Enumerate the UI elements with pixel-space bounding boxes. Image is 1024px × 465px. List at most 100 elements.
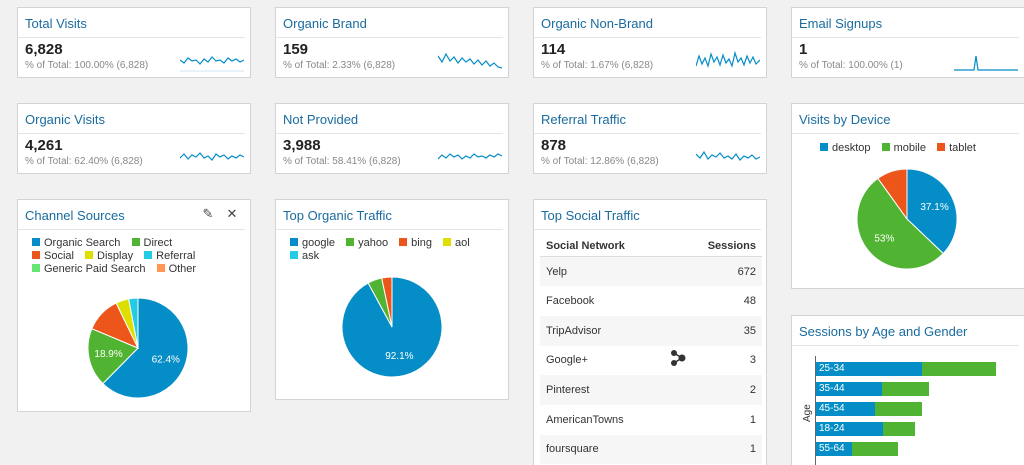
bar-segment-blue[interactable]: 55-64 [816,442,852,456]
bar-segment-green[interactable] [882,382,929,396]
pie-slice-referral[interactable] [128,297,139,349]
widget-title[interactable]: Organic Brand [276,8,503,38]
widget-top-social-traffic: Top Social Traffic Social Network Sessio… [533,199,767,465]
social-network-cell[interactable]: TripAdvisor [540,315,674,346]
widget-title[interactable]: Referral Traffic [534,104,761,134]
bar-row: 45-54 [816,402,922,416]
bar-segment-blue[interactable]: 35-44 [816,382,882,396]
pie-slice-organic-search[interactable] [102,297,189,399]
legend-item[interactable]: yahoo [346,237,388,250]
social-table: Social Network Sessions Yelp 672 Facebook 4… [540,236,762,465]
column-header[interactable]: Sessions [673,236,762,257]
bar-segment-green[interactable] [852,442,898,456]
metric-percent-of-total: % of Total: 1.67% (6,828) [541,60,654,71]
bar-segment-blue[interactable]: 25-34 [816,362,922,376]
widget-title[interactable]: Sessions by Age and Gender [792,316,1019,346]
legend-item[interactable]: aol [443,237,470,250]
column-header[interactable]: Social Network [540,236,674,257]
pie-slice-label: 37.1% [920,202,948,213]
widget-visits-by-device: Visits by Device desktop mobile tablet 3… [791,103,1024,289]
bar-label: 35-44 [819,383,845,394]
bar-segment-green[interactable] [922,362,996,376]
social-network-cell[interactable]: Yelp [540,256,674,287]
social-network-cell[interactable]: Facebook [546,295,595,308]
metric-percent-of-total: % of Total: 2.33% (6,828) [283,60,396,71]
table-header-row: Social Network Sessions [540,236,762,257]
organic-pie-chart: 92.1% [341,276,443,378]
bar-label: 55-64 [819,443,845,454]
widget-not-provided: Not Provided 3,988 % of Total: 58.41% (6… [275,103,509,174]
table-row[interactable]: Pinterest 2 [540,375,762,405]
social-network-cell[interactable]: AmericanTowns [546,413,624,426]
widget-title[interactable]: Organic Visits [18,104,245,134]
widget-organic-brand: Organic Brand 159 % of Total: 2.33% (6,8… [275,7,509,78]
pie-slice-mobile[interactable] [856,177,944,270]
widget-email-signups: Email Signups 1 % of Total: 100.00% (1) [791,7,1024,78]
table-row[interactable]: TripAdvisor 35 [540,315,762,346]
metric-percent-of-total: % of Total: 58.41% (6,828) [283,156,401,167]
social-network-cell[interactable]: Pinterest [540,375,674,405]
pie-slice-desktop[interactable] [906,168,958,255]
widget-title[interactable]: Top Organic Traffic [276,200,503,230]
bar-row: 25-34 [816,362,996,376]
legend-item[interactable]: bing [399,237,432,250]
bar-label: 18-24 [819,423,845,434]
legend-item[interactable]: Referral [144,250,195,263]
sessions-cell: 48 [743,295,756,308]
metric-value: 159 [283,41,309,58]
legend-item[interactable]: ask [290,250,319,263]
legend-item[interactable]: Direct [131,237,172,250]
widget-title[interactable]: Channel Sources [18,200,245,230]
sessions-cell: 1 [749,413,756,426]
pie-slice-label: 18.9% [94,349,122,360]
chart-legend: Organic Search Direct Social Display Ref… [32,237,247,276]
widget-referral-traffic: Referral Traffic 878 % of Total: 12.86% … [533,103,767,174]
metric-value: 4,261 [25,137,63,154]
table-row[interactable]: Facebook 48 [540,286,762,316]
widget-title[interactable]: Organic Non-Brand [534,8,761,38]
widget-title[interactable]: Total Visits [18,8,245,38]
table-row[interactable]: Yelp 672 [540,256,762,287]
close-icon[interactable]: ✕ [226,206,238,221]
legend-item[interactable]: google [290,237,335,250]
legend-item[interactable]: Organic Search [32,237,120,250]
sessions-cell: 2 [673,375,762,405]
bar-label: 45-54 [819,403,845,414]
chart-legend: google yahoo bing aol ask [290,237,505,263]
bar-segment-green[interactable] [875,402,922,416]
pie-slice-bing[interactable] [381,276,393,328]
metric-percent-of-total: % of Total: 100.00% (1) [799,60,903,71]
widget-title[interactable]: Visits by Device [792,104,1019,134]
widget-title[interactable]: Not Provided [276,104,503,134]
pie-slice-direct[interactable] [87,328,139,385]
share-icon [671,350,686,366]
pie-slice-label: 62.4% [152,354,180,365]
legend-item[interactable]: Generic Paid Search [32,263,146,276]
social-network-cell[interactable]: foursquare [540,434,674,465]
legend-item[interactable]: Social [32,250,74,263]
legend-item[interactable]: Display [85,250,133,263]
pie-slice-label: 92.1% [385,351,413,362]
sessions-cell: 3 [749,354,756,367]
pencil-icon[interactable]: ✎ [202,206,214,221]
widget-title[interactable]: Top Social Traffic [534,200,761,230]
widget-title[interactable]: Email Signups [792,8,1019,38]
bar-segment-green[interactable] [883,422,915,436]
sparkline [180,152,244,161]
legend-item[interactable]: Other [156,263,196,276]
table-row[interactable]: foursquare 1 [540,434,762,465]
sessions-cell: 35 [673,315,762,346]
bar-segment-blue[interactable]: 18-24 [816,422,883,436]
table-row[interactable]: Google+ 3 [540,346,762,376]
bar-segment-blue[interactable]: 45-54 [816,402,875,416]
social-network-cell[interactable]: Google+ [546,354,588,367]
bar-row: 55-64 [816,442,898,456]
widget-organic-visits: Organic Visits 4,261 % of Total: 62.40% … [17,103,251,174]
legend-item[interactable]: mobile [881,142,926,155]
metric-value: 3,988 [283,137,321,154]
legend-item[interactable]: desktop [820,142,871,155]
table-row[interactable]: AmericanTowns 1 [540,405,762,435]
legend-item[interactable]: tablet [937,142,976,155]
pie-slice-tablet[interactable] [877,168,908,221]
metric-value: 114 [541,41,566,58]
